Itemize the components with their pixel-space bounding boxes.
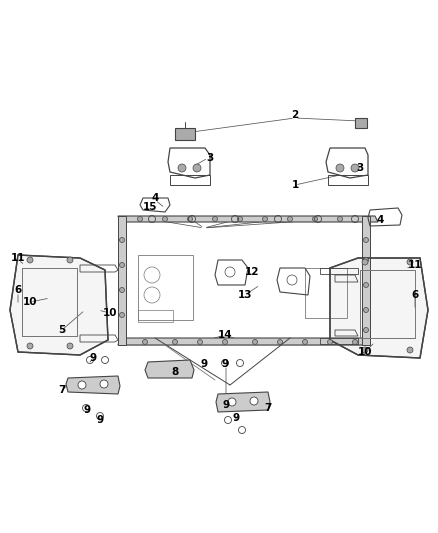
Text: 12: 12 (245, 267, 259, 277)
Polygon shape (66, 376, 120, 394)
Circle shape (120, 262, 124, 268)
Bar (22, 268, 77, 336)
Circle shape (237, 216, 243, 222)
Text: 6: 6 (14, 285, 21, 295)
Circle shape (27, 343, 33, 349)
Text: 10: 10 (358, 347, 372, 357)
Circle shape (362, 347, 368, 353)
Circle shape (364, 308, 368, 312)
Circle shape (278, 340, 283, 344)
Circle shape (27, 257, 33, 263)
Circle shape (407, 259, 413, 265)
Text: 9: 9 (83, 405, 91, 415)
Circle shape (138, 216, 142, 222)
Circle shape (223, 340, 227, 344)
Text: 11: 11 (408, 260, 422, 270)
Circle shape (362, 259, 368, 265)
Circle shape (351, 164, 359, 172)
Circle shape (67, 257, 73, 263)
Circle shape (100, 380, 108, 388)
Text: 9: 9 (96, 415, 103, 425)
Text: 9: 9 (89, 353, 96, 363)
Polygon shape (145, 360, 194, 378)
Circle shape (173, 340, 177, 344)
Circle shape (303, 340, 307, 344)
Circle shape (120, 312, 124, 318)
Circle shape (312, 216, 318, 222)
Polygon shape (216, 392, 270, 412)
Bar (175, 128, 195, 140)
Circle shape (262, 216, 268, 222)
Circle shape (142, 340, 148, 344)
Text: 11: 11 (11, 253, 25, 263)
Circle shape (162, 216, 167, 222)
Text: 4: 4 (151, 193, 159, 203)
Text: 7: 7 (264, 403, 272, 413)
Polygon shape (362, 216, 370, 345)
Text: 9: 9 (222, 359, 229, 369)
Circle shape (364, 282, 368, 287)
Polygon shape (330, 258, 428, 358)
Text: 1: 1 (291, 180, 299, 190)
Text: 4: 4 (376, 215, 384, 225)
Text: 9: 9 (201, 359, 208, 369)
Text: 14: 14 (218, 330, 232, 340)
Circle shape (328, 340, 332, 344)
Polygon shape (118, 216, 378, 222)
Text: 9: 9 (233, 413, 240, 423)
Text: 5: 5 (58, 325, 66, 335)
Circle shape (120, 287, 124, 293)
Text: 6: 6 (411, 290, 419, 300)
Circle shape (228, 398, 236, 406)
Circle shape (353, 340, 357, 344)
Text: 10: 10 (23, 297, 37, 307)
Circle shape (178, 164, 186, 172)
Bar (355, 118, 367, 128)
Circle shape (364, 238, 368, 243)
Text: 3: 3 (357, 163, 364, 173)
Text: 2: 2 (291, 110, 299, 120)
Bar (360, 270, 415, 338)
Text: 3: 3 (206, 153, 214, 163)
Circle shape (287, 216, 293, 222)
Bar (138, 255, 193, 320)
Circle shape (364, 257, 368, 262)
Circle shape (250, 397, 258, 405)
Circle shape (193, 164, 201, 172)
Circle shape (120, 238, 124, 243)
Polygon shape (118, 338, 370, 345)
Circle shape (67, 343, 73, 349)
Circle shape (187, 216, 192, 222)
Text: 8: 8 (171, 367, 179, 377)
Text: 7: 7 (58, 385, 66, 395)
Circle shape (336, 164, 344, 172)
Polygon shape (118, 216, 126, 345)
Circle shape (364, 327, 368, 333)
Text: 9: 9 (223, 400, 230, 410)
Polygon shape (10, 255, 108, 355)
Text: 15: 15 (143, 202, 157, 212)
Circle shape (252, 340, 258, 344)
Text: 10: 10 (103, 308, 117, 318)
Bar (305, 268, 347, 318)
Circle shape (78, 381, 86, 389)
Text: 13: 13 (238, 290, 252, 300)
Bar (138, 310, 173, 322)
Circle shape (338, 216, 343, 222)
Circle shape (212, 216, 218, 222)
Circle shape (407, 347, 413, 353)
Circle shape (198, 340, 202, 344)
